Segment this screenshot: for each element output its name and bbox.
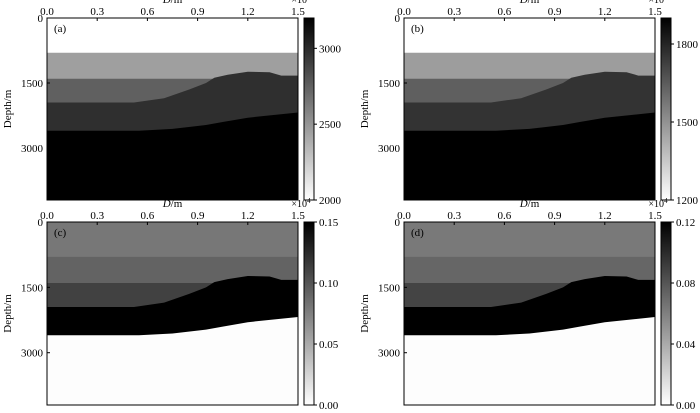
x-axis-label: D/m — [519, 0, 540, 6]
x-multiplier: ×104 — [648, 197, 668, 210]
y-tick-label: 0 — [395, 217, 401, 229]
y-tick-label: 0 — [38, 217, 44, 229]
y-tick-label: 1500 — [21, 282, 44, 294]
x-tick-label: 0.9 — [191, 210, 205, 222]
x-tick-label: 1.2 — [598, 210, 612, 222]
y-tick-label: 0 — [395, 13, 401, 25]
y-axis-label: Depth/m — [359, 294, 371, 333]
colorbar-tick-label: 1200 — [676, 195, 699, 207]
colorbar-tick-label: 3000 — [319, 43, 342, 55]
x-tick-label: 1.5 — [648, 6, 662, 18]
y-tick-label: 1500 — [378, 282, 401, 294]
colorbar-tick-label: 0.10 — [319, 278, 339, 290]
x-tick-label: 0.0 — [40, 6, 54, 18]
y-tick-label: 1500 — [378, 78, 401, 90]
y-axis-label: Depth/m — [359, 89, 371, 128]
x-tick-label: 1.2 — [241, 210, 255, 222]
x-tick-label: 1.5 — [291, 210, 305, 222]
colorbar-tick-label: 0.00 — [676, 400, 696, 412]
x-axis-label: D/m — [519, 198, 540, 210]
colorbar-tick-label: 0.08 — [676, 278, 696, 290]
panel-label: (b) — [411, 23, 424, 35]
layer-5 — [404, 317, 655, 405]
colorbar-tick-label: 0.04 — [676, 339, 696, 351]
colorbar-tick-label: 0.15 — [319, 217, 339, 229]
x-multiplier: ×104 — [291, 0, 311, 6]
x-tick-label: 0.3 — [90, 210, 104, 222]
layer-stack — [404, 222, 655, 405]
x-tick-label: 0.0 — [397, 210, 411, 222]
x-tick-label: 0.3 — [90, 6, 104, 18]
x-tick-label: 0.9 — [548, 210, 562, 222]
panel-c: 0.0 0.3 0.6 0.9 1.2 1.5 D/m ×104 0 1500 3000 Depth/… — [2, 197, 339, 412]
plot-frame — [46, 221, 299, 406]
panel-a: 0.0 0.3 0.6 0.9 1.2 1.5 D/m ×104 0 1500 3000 Depth/… — [2, 0, 342, 207]
layer-5 — [47, 112, 298, 200]
layer-stack — [47, 222, 298, 405]
plot-frame — [403, 17, 656, 201]
colorbar-tick-label: 1500 — [676, 117, 699, 129]
x-multiplier: ×104 — [648, 0, 668, 6]
panel-label: (a) — [54, 23, 67, 35]
plot-frame — [46, 17, 299, 201]
colorbar-tick-label: 0.12 — [676, 217, 695, 229]
panel-d: 0.0 0.3 0.6 0.9 1.2 1.5 D/m ×104 0 1500 3000 Depth/… — [359, 197, 696, 412]
colorbar — [303, 221, 315, 406]
colorbar — [660, 17, 672, 201]
x-tick-label: 0.0 — [40, 210, 54, 222]
colorbar-tick-label: 2500 — [319, 119, 342, 131]
plot-frame — [403, 221, 656, 406]
x-tick-label: 1.2 — [241, 6, 255, 18]
y-tick-label: 1500 — [21, 78, 44, 90]
x-tick-label: 0.6 — [141, 210, 155, 222]
x-tick-label: 1.5 — [648, 210, 662, 222]
colorbar-tick-label: 0.00 — [319, 400, 339, 412]
y-tick-label: 0 — [38, 13, 44, 25]
panel-b: 0.0 0.3 0.6 0.9 1.2 1.5 D/m ×104 0 1500 3000 Depth/… — [359, 0, 699, 207]
colorbar-tick-label: 2000 — [319, 195, 342, 207]
x-tick-label: 0.3 — [447, 6, 461, 18]
x-tick-label: 0.6 — [498, 6, 512, 18]
x-tick-label: 0.9 — [548, 6, 562, 18]
x-tick-label: 0.3 — [447, 210, 461, 222]
panel-label: (d) — [411, 227, 424, 239]
panel-label: (c) — [54, 227, 67, 239]
y-axis-label: Depth/m — [2, 89, 14, 128]
x-tick-label: 0.6 — [498, 210, 512, 222]
x-multiplier: ×104 — [291, 197, 311, 210]
y-tick-label: 3000 — [378, 348, 401, 360]
y-tick-label: 3000 — [21, 143, 44, 155]
layer-5 — [404, 112, 655, 200]
x-tick-label: 0.9 — [191, 6, 205, 18]
x-tick-label: 0.6 — [141, 6, 155, 18]
colorbar-tick-label: 1800 — [676, 39, 699, 51]
colorbar-tick-label: 0.05 — [319, 339, 339, 351]
layer-stack — [47, 18, 298, 200]
x-axis-label: D/m — [162, 198, 183, 210]
x-tick-label: 1.5 — [291, 6, 305, 18]
y-tick-label: 3000 — [378, 143, 401, 155]
layer-5 — [47, 317, 298, 405]
colorbar — [660, 221, 672, 406]
x-axis-label: D/m — [162, 0, 183, 6]
x-tick-label: 0.0 — [397, 6, 411, 18]
y-axis-label: Depth/m — [2, 294, 14, 333]
x-tick-label: 1.2 — [598, 6, 612, 18]
colorbar — [303, 17, 315, 201]
layer-stack — [404, 18, 655, 200]
y-tick-label: 3000 — [21, 348, 44, 360]
